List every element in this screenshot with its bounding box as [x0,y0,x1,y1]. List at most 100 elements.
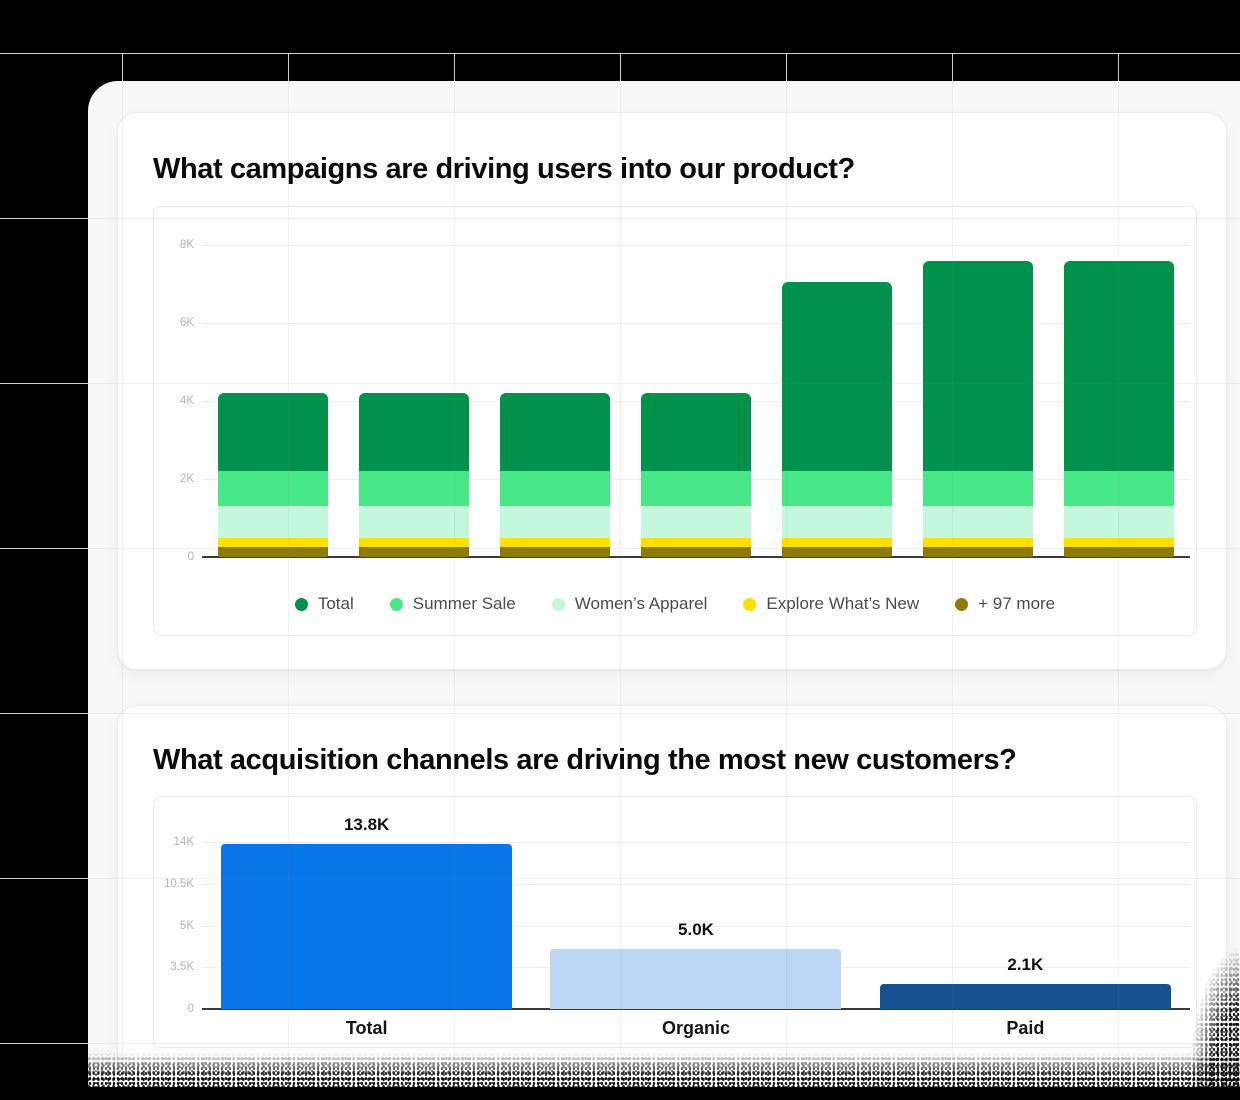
campaigns-bars [202,207,1190,557]
legend-swatch-summer-sale-icon [389,597,403,611]
legend-item-women-s-apparel[interactable]: Women’s Apparel [551,594,708,614]
bottom-black-bar [0,1087,1240,1100]
bar-segment-women-s-apparel [499,506,610,538]
bar-value-label-organic: 5.0K [678,920,714,940]
legend-label: Summer Sale [412,594,516,613]
bar-segment-summer-sale [217,471,328,507]
campaign-bar-7[interactable] [1064,260,1175,557]
bar-segment-total [358,393,469,472]
bar-segment-women-s-apparel [640,506,751,538]
acquisition-bar-organic[interactable] [550,949,842,1009]
legend-label: Women’s Apparel [574,594,708,613]
campaign-bar-5[interactable] [782,282,893,557]
y-tick-6k: 6K [179,317,194,329]
acquisition-bar-paid[interactable] [879,983,1171,1009]
bar-segment-summer-sale [640,471,751,507]
legend-swatch-women-s-apparel-icon [551,597,565,611]
bar-segment-explore-what-s-new [1064,537,1175,548]
bar-segment-women-s-apparel [217,506,328,538]
campaigns-card: What campaigns are driving users into ou… [117,112,1227,670]
gridline-8k [202,245,1190,246]
bar-segment-women-s-apparel [1064,506,1175,538]
legend-item-97-more[interactable]: + 97 more [955,594,1055,614]
bar-segment-total [923,260,1034,472]
acquisition-bar-slot-total: 13.8K [202,797,531,1009]
bar-segment-explore-what-s-new [923,537,1034,548]
y-tick-14k: 14K [173,836,194,848]
acquisition-bar-total[interactable] [221,844,513,1009]
acquisition-bar-slot-paid: 2.1K [861,797,1190,1009]
campaign-bar-2[interactable] [358,393,469,557]
campaign-bar-slot-7 [1049,207,1190,557]
y-tick-0: 0 [187,1003,194,1015]
gridline-5k [202,925,1190,927]
bar-segment-summer-sale [923,471,1034,507]
axis-baseline [202,1008,1190,1010]
bar-segment-summer-sale [782,471,893,507]
x-axis-label-paid: Paid [1006,1018,1045,1038]
campaign-bar-6[interactable] [923,260,1034,557]
gridline-6k [202,323,1190,324]
legend-swatch-explore-what-s-new-icon [743,597,757,611]
bar-segment-summer-sale [358,471,469,507]
bar-segment-explore-what-s-new [217,537,328,548]
bar-segment-total [217,393,328,472]
gridline-14k [202,842,1190,843]
y-tick-2k: 2K [179,473,194,485]
acquisition-card: What acquisition channels are driving th… [117,705,1227,1088]
bar-segment-total [1064,260,1175,472]
bar-segment-explore-what-s-new [358,537,469,548]
bar-segment-women-s-apparel [782,506,893,538]
campaign-bar-4[interactable] [640,393,751,557]
bar-segment-97-more [640,547,751,557]
bar-segment-total [640,393,751,472]
bar-segment-women-s-apparel [923,506,1034,538]
acquisition-chart-frame: 13.8K 5.0K 2.1K Total Organic Paid 14K 10.5K 5… [153,796,1197,1048]
legend-item-explore-what-s-new[interactable]: Explore What’s New [743,594,919,614]
campaigns-card-title: What campaigns are driving users into ou… [153,153,855,185]
bar-segment-summer-sale [499,471,610,507]
legend-item-total[interactable]: Total [294,594,354,614]
legend-label: + 97 more [978,594,1056,613]
bar-segment-summer-sale [1064,471,1175,507]
legend-swatch-97-more-icon [955,597,969,611]
axis-baseline [202,556,1190,558]
bar-value-label-paid: 2.1K [1007,954,1044,974]
acquisition-bars: 13.8K 5.0K 2.1K [202,797,1190,1009]
legend-label: Explore What’s New [766,594,920,613]
campaign-bar-3[interactable] [499,393,610,557]
bar-segment-97-more [1064,547,1175,557]
bar-segment-explore-what-s-new [782,537,893,548]
y-tick-0: 0 [187,551,194,563]
campaign-bar-slot-1 [202,207,343,557]
campaign-bar-slot-3 [484,207,625,557]
acquisition-card-title: What acquisition channels are driving th… [153,744,1017,776]
x-axis-label-total: Total [345,1018,388,1038]
bar-segment-explore-what-s-new [640,537,751,548]
acquisition-x-axis-labels: Total Organic Paid [202,1018,1190,1039]
bar-segment-97-more [782,547,893,557]
y-tick-4k: 4K [179,395,194,407]
legend-item-summer-sale[interactable]: Summer Sale [389,594,516,614]
bar-segment-total [782,282,893,472]
bar-segment-explore-what-s-new [499,537,610,548]
bar-segment-97-more [217,547,328,557]
campaigns-legend: Total Summer Sale Women’s Apparel Explore W… [154,594,1196,614]
y-tick-5k: 5K [179,919,194,932]
bar-segment-women-s-apparel [358,506,469,538]
x-axis-label-organic: Organic [661,1018,730,1038]
y-tick-3-5k: 3.5K [170,961,194,974]
legend-label: Total [317,594,354,613]
campaign-bar-1[interactable] [217,393,328,557]
campaigns-chart-frame: Total Summer Sale Women’s Apparel Explore W… [153,206,1197,636]
y-tick-8k: 8K [179,239,194,251]
bar-segment-97-more [923,547,1034,557]
campaign-bar-slot-6 [908,207,1049,557]
campaign-bar-slot-2 [343,207,484,557]
dashboard-panel: What campaigns are driving users into ou… [88,81,1240,1088]
acquisition-bar-slot-organic: 5.0K [531,797,860,1009]
legend-swatch-total-icon [294,597,308,611]
campaign-bar-slot-5 [767,207,908,557]
y-tick-10-5k: 10.5K [163,877,194,890]
bar-segment-total [499,393,610,472]
